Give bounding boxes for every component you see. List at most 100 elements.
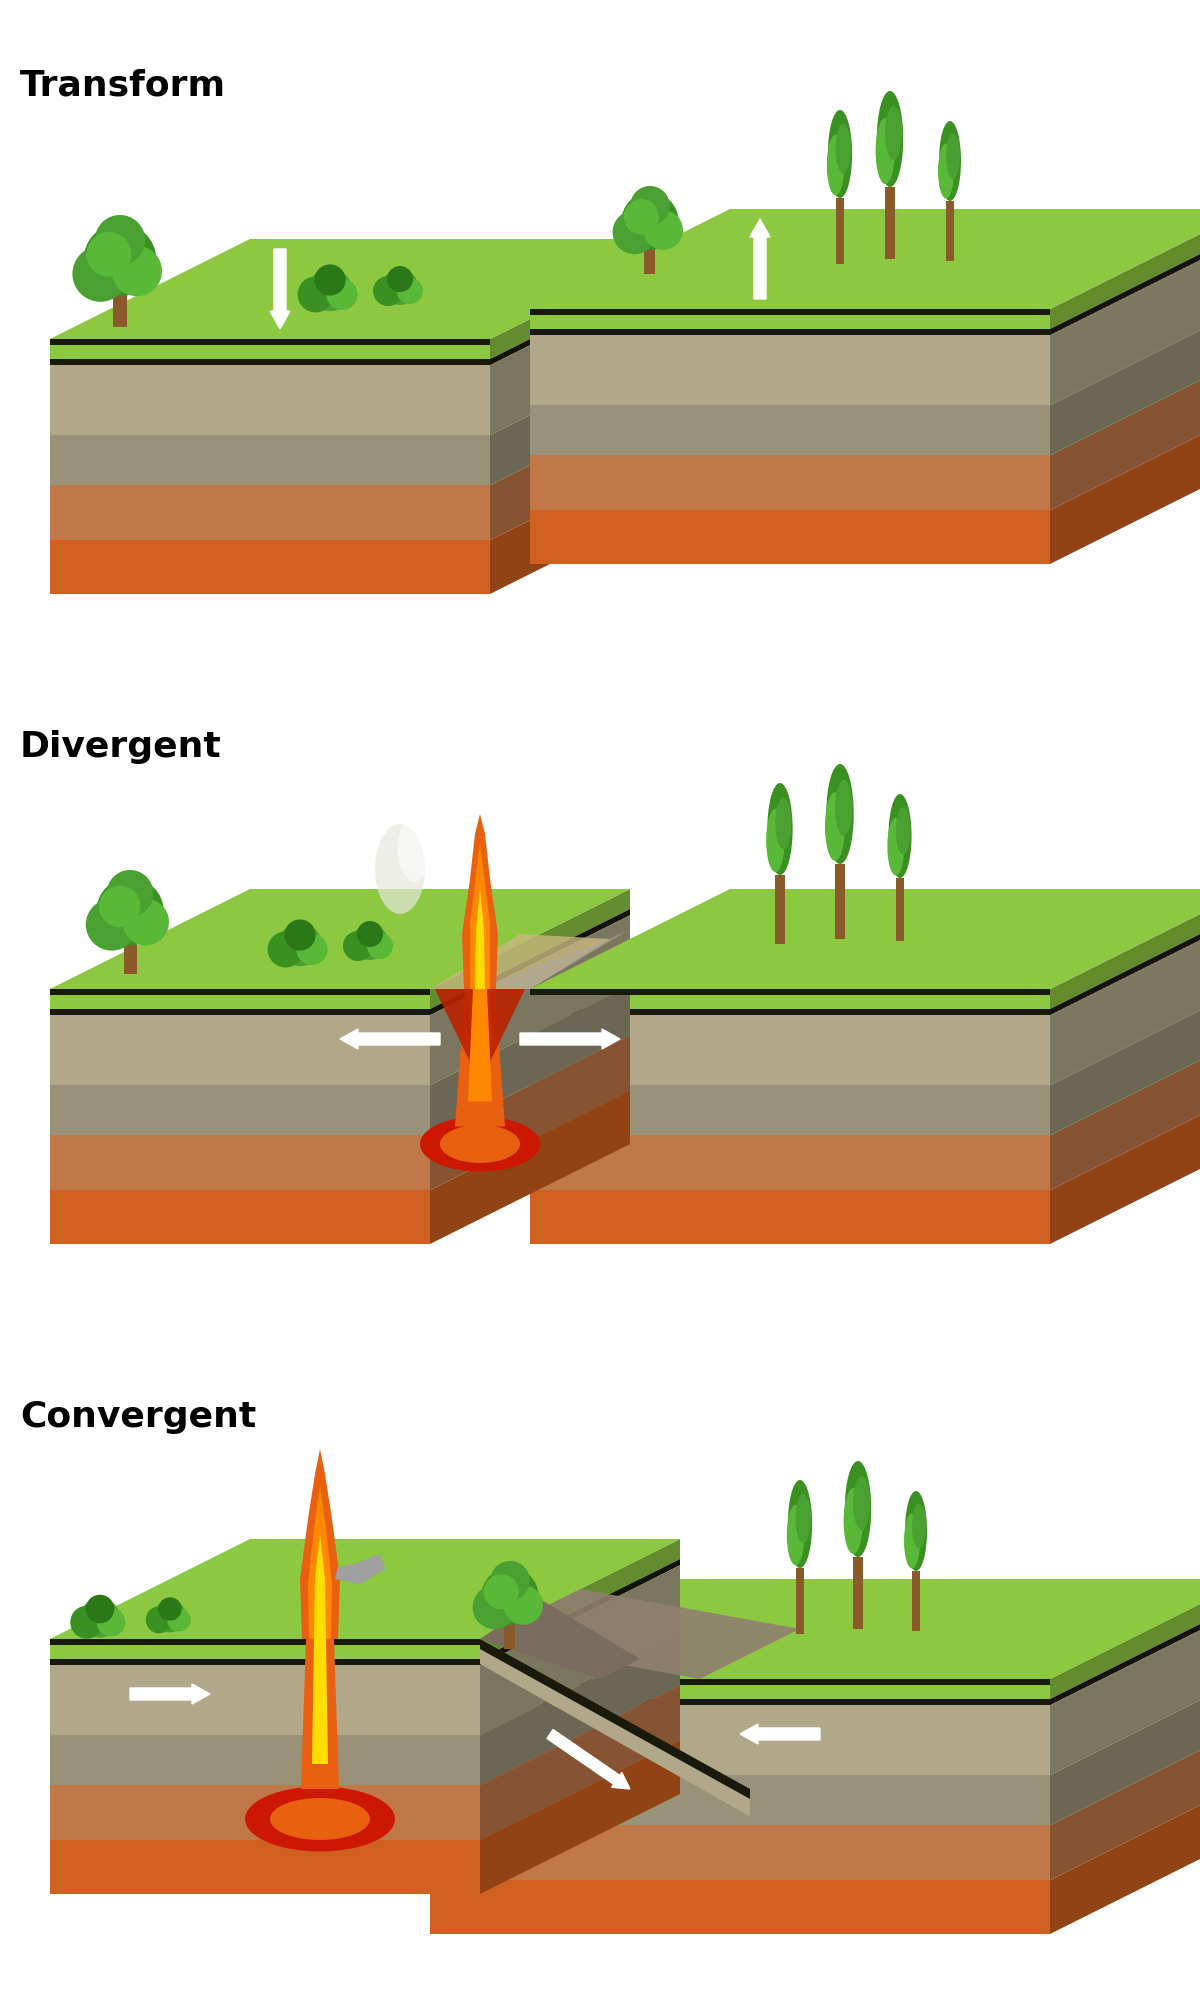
Polygon shape xyxy=(480,1599,640,1680)
Polygon shape xyxy=(50,1190,430,1245)
Bar xyxy=(113,286,127,328)
Ellipse shape xyxy=(766,810,785,872)
Polygon shape xyxy=(430,1825,1050,1881)
Circle shape xyxy=(473,1585,516,1629)
Bar xyxy=(853,1557,863,1629)
Polygon shape xyxy=(430,985,630,1136)
Polygon shape xyxy=(50,485,490,542)
Circle shape xyxy=(86,234,131,278)
Polygon shape xyxy=(530,209,1200,310)
Circle shape xyxy=(504,1585,542,1625)
Polygon shape xyxy=(50,1015,430,1086)
Polygon shape xyxy=(50,240,690,340)
Circle shape xyxy=(96,878,164,947)
Polygon shape xyxy=(50,340,490,346)
Circle shape xyxy=(326,280,358,310)
Polygon shape xyxy=(50,1639,480,1645)
FancyArrow shape xyxy=(750,220,770,300)
Polygon shape xyxy=(480,1565,680,1736)
Polygon shape xyxy=(430,1092,630,1245)
Bar xyxy=(835,199,845,266)
Circle shape xyxy=(122,898,169,947)
Polygon shape xyxy=(1050,1780,1200,1933)
Polygon shape xyxy=(1050,1092,1200,1245)
Polygon shape xyxy=(430,1680,1050,1686)
Polygon shape xyxy=(475,890,485,989)
Polygon shape xyxy=(530,330,1050,336)
Polygon shape xyxy=(1050,890,1200,1009)
Polygon shape xyxy=(50,890,630,989)
Polygon shape xyxy=(50,989,430,995)
Ellipse shape xyxy=(904,1515,920,1569)
Circle shape xyxy=(624,199,659,236)
Polygon shape xyxy=(490,387,690,542)
Polygon shape xyxy=(1050,985,1200,1136)
Circle shape xyxy=(84,224,156,296)
Polygon shape xyxy=(480,1539,680,1660)
Ellipse shape xyxy=(895,808,911,856)
Polygon shape xyxy=(490,266,690,437)
Circle shape xyxy=(314,266,346,296)
Circle shape xyxy=(112,246,162,296)
Circle shape xyxy=(643,211,683,250)
Circle shape xyxy=(167,1609,191,1631)
Polygon shape xyxy=(530,1015,1050,1086)
Polygon shape xyxy=(1050,910,1200,1015)
Ellipse shape xyxy=(245,1786,395,1851)
Polygon shape xyxy=(301,1639,340,1788)
Circle shape xyxy=(612,211,656,256)
Ellipse shape xyxy=(835,779,852,836)
Polygon shape xyxy=(480,1635,680,1784)
Ellipse shape xyxy=(877,93,904,187)
Polygon shape xyxy=(490,930,630,989)
Polygon shape xyxy=(480,1589,800,1680)
Polygon shape xyxy=(50,1639,480,1660)
Polygon shape xyxy=(530,336,1050,407)
Circle shape xyxy=(71,1605,103,1639)
Polygon shape xyxy=(314,1535,326,1639)
Polygon shape xyxy=(1050,916,1200,1086)
Circle shape xyxy=(158,1597,181,1621)
Text: Transform: Transform xyxy=(20,68,226,103)
Polygon shape xyxy=(50,1666,480,1736)
Polygon shape xyxy=(530,989,1050,1009)
Polygon shape xyxy=(1050,1726,1200,1881)
Polygon shape xyxy=(308,1484,332,1639)
Polygon shape xyxy=(430,1776,1050,1825)
Ellipse shape xyxy=(420,1118,540,1172)
Polygon shape xyxy=(1050,1599,1200,1706)
Circle shape xyxy=(382,270,418,306)
Bar xyxy=(124,937,137,975)
Circle shape xyxy=(367,934,394,959)
Polygon shape xyxy=(430,1700,1050,1706)
Bar xyxy=(835,864,845,941)
Text: Divergent: Divergent xyxy=(20,729,222,763)
Polygon shape xyxy=(530,455,1050,512)
Polygon shape xyxy=(530,310,1050,316)
Polygon shape xyxy=(50,1136,430,1190)
Ellipse shape xyxy=(767,783,793,876)
Circle shape xyxy=(298,278,334,314)
Bar xyxy=(912,1571,920,1631)
Circle shape xyxy=(86,898,138,951)
Circle shape xyxy=(97,1607,125,1637)
Polygon shape xyxy=(480,1740,680,1893)
Polygon shape xyxy=(1050,1579,1200,1700)
Polygon shape xyxy=(50,989,430,1009)
Ellipse shape xyxy=(844,1488,863,1555)
Circle shape xyxy=(373,276,403,306)
Ellipse shape xyxy=(775,798,792,850)
Polygon shape xyxy=(335,1555,385,1585)
Polygon shape xyxy=(50,367,490,437)
Polygon shape xyxy=(530,890,1200,989)
Polygon shape xyxy=(700,1579,1200,1680)
Ellipse shape xyxy=(938,123,961,201)
Polygon shape xyxy=(430,910,630,1015)
Ellipse shape xyxy=(888,796,912,878)
Circle shape xyxy=(484,1575,518,1609)
Polygon shape xyxy=(480,1639,750,1817)
Ellipse shape xyxy=(796,1494,811,1543)
Polygon shape xyxy=(530,310,1050,330)
Ellipse shape xyxy=(876,119,895,185)
Ellipse shape xyxy=(845,1462,871,1557)
